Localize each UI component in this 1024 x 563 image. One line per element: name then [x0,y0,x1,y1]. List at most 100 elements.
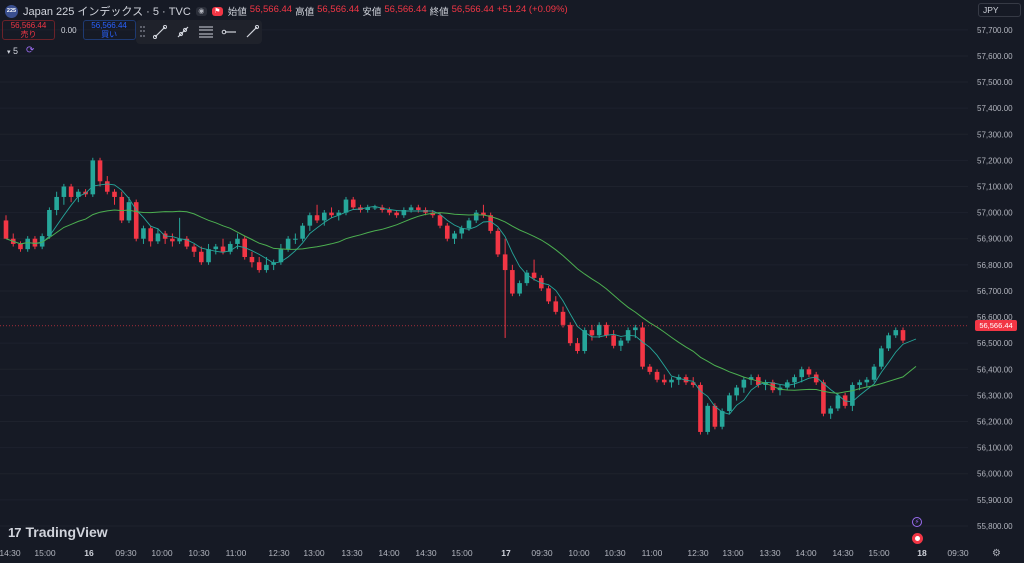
candle-body [184,238,190,247]
candle-body [401,210,407,216]
time-tick-label: 13:00 [722,548,744,558]
candle-body [828,408,833,414]
candle-body [813,374,819,383]
drawing-toolbar [136,20,262,44]
moving-average-line [5,183,917,415]
candle-body [647,366,653,372]
candle-body [705,405,710,432]
candle-body [459,228,465,234]
grid [0,29,968,527]
candle-body [256,262,262,271]
candle-body [596,324,602,336]
drag-handle-icon[interactable] [140,26,146,38]
candle-body [170,238,175,242]
candle-body [560,311,566,325]
sync-icon[interactable]: ⟳ [26,45,35,56]
currency-selector[interactable]: JPY [978,3,1021,17]
candle-body [878,348,884,367]
tradingview-mark-icon: 17 [8,524,22,540]
lightning-event-icon[interactable]: ⚡ [912,517,922,527]
time-tick-label: 10:30 [604,548,626,558]
candle-body [61,186,67,197]
candle-body [864,379,870,383]
candle-body [604,324,609,336]
time-tick-label: 12:30 [268,548,290,558]
candle-body [350,199,356,208]
candle-body [213,246,219,250]
time-axis[interactable]: 14:30 15:00 16 09:30 10:00 10:30 11:00 12:30 13:… [0,548,969,558]
buy-price: 56,566.44 [91,21,127,30]
candle-body [654,371,660,380]
candle-body [734,387,739,396]
candle-body [611,335,616,346]
candle-body [893,330,899,336]
indicator-row: ▾ 5 ⟳ [7,45,34,56]
candle-body [871,366,877,380]
candle-body [495,230,501,255]
price-axis[interactable]: 57,700.00 57,600.00 57,500.00 57,400.00 57,3… [970,0,1024,563]
indicator-toggle[interactable]: ▾ 5 [7,46,18,56]
candle-body [582,330,588,351]
candle-body [524,272,530,284]
buy-label: 買い [101,30,118,39]
candle-body [314,215,320,221]
settings-gear-icon[interactable]: ⚙ [992,548,1001,559]
candle-body [567,324,573,344]
trend-line-icon[interactable] [151,23,169,41]
change-value: +51.24 (+0.09%) [496,4,568,15]
time-tick-label: 10:00 [568,548,590,558]
candle-body [531,272,537,278]
price-tick-label: 57,700.00 [977,26,1013,35]
chevron-down-icon: ▾ [7,48,11,56]
low-label: 安値 [362,7,382,18]
candle-body [97,160,103,182]
eye-icon[interactable]: ◉ [195,6,207,16]
candle-body [90,160,96,195]
low-value: 56,566.44 [384,4,427,15]
time-tick-label: 12:30 [687,548,709,558]
candle-body [633,327,638,331]
economic-event-icon[interactable] [912,533,923,544]
time-tick-label: 11:00 [642,548,663,558]
ohlc-values: 始値 56,566.44 高値 56,566.44 安値 56,566.44 終値 56… [228,4,568,18]
candle-body [784,382,790,388]
candle-body [589,330,595,336]
time-tick-label: 15:00 [868,548,890,558]
line-tool-icon[interactable] [243,23,261,41]
candle-body [661,379,667,383]
brand-name: TradingView [25,524,108,540]
candle-body [206,249,211,263]
candle-body [278,249,284,263]
candles [3,157,906,435]
candle-body [430,212,436,216]
candle-body [408,207,414,210]
fib-retracement-icon[interactable] [197,23,215,41]
moving-averages [0,183,968,415]
flag-icon[interactable]: ⚑ [211,6,223,16]
candle-body [177,238,182,242]
candle-body [712,405,718,427]
candle-body [502,254,508,271]
sell-button[interactable]: 56,566.44 売り [2,20,55,40]
candle-body [575,343,580,351]
candle-body [220,246,226,252]
trade-panel: 56,566.44 売り 0.00 56,566.44 買い [2,20,136,40]
candle-body [857,382,862,385]
candle-body [25,238,31,250]
candle-body [148,228,153,242]
price-tick-label: 57,400.00 [977,104,1013,113]
tradingview-logo: 17 TradingView [8,524,108,540]
symbol-title[interactable]: Japan 225 インデックス · 5 · TVC [23,6,191,18]
symbol-badge[interactable]: 225 [5,4,18,18]
candle-body [416,207,421,210]
time-tick-label: 09:30 [115,548,137,558]
candle-body [199,251,204,263]
candle-body [517,283,522,294]
price-axis-background [970,0,1024,563]
buy-button[interactable]: 56,566.44 買い [82,20,136,40]
price-tick-label: 56,800.00 [977,261,1013,270]
horizontal-ray-icon[interactable] [220,23,238,41]
ray-tool-icon[interactable] [174,23,192,41]
time-tick-label: 13:30 [341,548,363,558]
